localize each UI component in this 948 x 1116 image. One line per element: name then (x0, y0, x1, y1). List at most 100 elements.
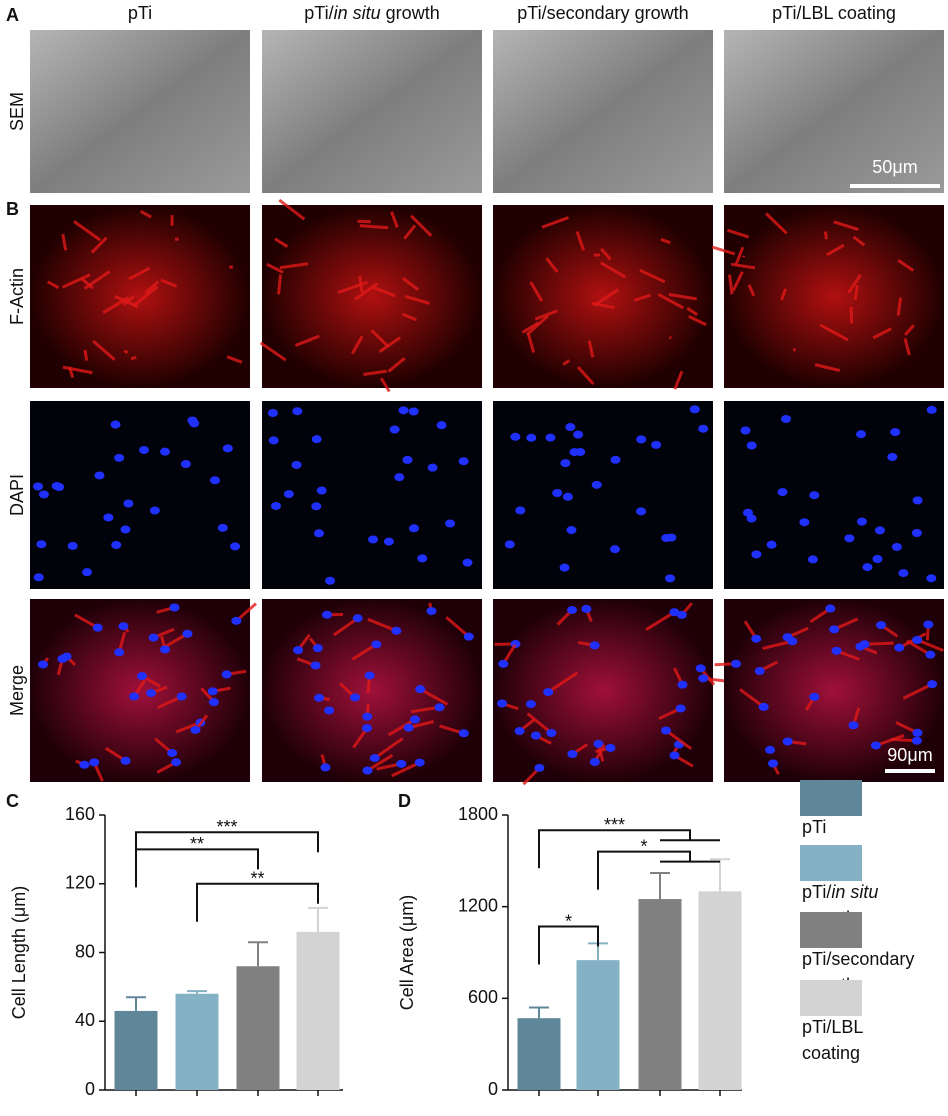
nucleus (669, 608, 680, 617)
nucleus (148, 633, 159, 642)
cell-fiber (547, 671, 579, 694)
nucleus (927, 680, 938, 689)
cell-fiber (160, 278, 178, 288)
nucleus (267, 409, 278, 418)
nucleus (610, 455, 621, 464)
nucleus (217, 523, 228, 532)
nucleus (911, 736, 922, 745)
text-segment: pTi/LBL coating (772, 3, 896, 23)
nucleus (89, 758, 100, 767)
error-bar (126, 996, 146, 1011)
cell-fiber (872, 327, 892, 340)
cell-fiber (128, 266, 151, 281)
cell-fiber (762, 639, 793, 650)
micrograph (30, 205, 250, 388)
nucleus (887, 452, 898, 461)
nucleus (565, 423, 576, 432)
cell-fiber (379, 377, 391, 393)
text-segment: coating (802, 1043, 860, 1063)
cell-fiber (354, 282, 379, 301)
text-segment: pTi/ (802, 882, 831, 902)
cell-fiber (402, 277, 420, 291)
cell-fiber (370, 329, 390, 349)
nucleus (872, 554, 883, 563)
nucleus (874, 526, 885, 535)
row-label: Merge (7, 665, 27, 716)
nucleus (415, 685, 426, 694)
nucleus (283, 490, 294, 499)
error-bar (650, 872, 670, 900)
nucleus (567, 750, 578, 759)
nucleus (33, 573, 44, 582)
nucleus (427, 463, 438, 472)
row-label: DAPI (7, 474, 27, 516)
nucleus (51, 481, 62, 490)
cell-fiber (363, 369, 387, 376)
y-axis-label: Cell Length (μm) (9, 886, 29, 1019)
cell-fiber (266, 262, 284, 274)
nucleus (689, 405, 700, 414)
cell-fiber (730, 262, 756, 270)
y-tick-label: 0 (488, 1079, 498, 1099)
nucleus (546, 729, 557, 738)
text-segment: growth (381, 3, 440, 23)
row-label: F-Actin (7, 268, 27, 325)
nucleus (698, 424, 709, 433)
cell-fiber (747, 284, 756, 297)
nucleus (746, 441, 757, 450)
cell-fiber (277, 274, 283, 295)
micrograph (493, 30, 713, 193)
cell-fiber (575, 231, 586, 251)
nucleus (651, 440, 662, 449)
legend-swatch (800, 980, 862, 1016)
nucleus (114, 453, 125, 462)
legend-swatch (800, 780, 862, 816)
cell-fiber (367, 617, 397, 633)
cell-fiber (62, 365, 93, 375)
nucleus (371, 640, 382, 649)
cell-fiber (576, 366, 595, 386)
nucleus (567, 606, 578, 615)
cell-fiber (639, 268, 666, 284)
cell-fiber (657, 293, 685, 310)
nucleus (758, 702, 769, 711)
significance-label: * (640, 836, 647, 856)
nucleus (912, 728, 923, 737)
nucleus (394, 473, 405, 482)
nucleus (231, 616, 242, 625)
cell-fiber (366, 753, 394, 772)
cell-fiber (62, 273, 91, 289)
cell-fiber (849, 307, 854, 324)
nucleus (311, 502, 322, 511)
cell-fiber (819, 323, 849, 342)
micrograph (724, 30, 944, 193)
nucleus (510, 432, 521, 441)
cell-fiber (47, 280, 60, 290)
nucleus (110, 420, 121, 429)
text-segment: pTi/secondary (802, 949, 914, 969)
nucleus (403, 723, 414, 732)
nucleus (146, 689, 157, 698)
nucleus (589, 758, 600, 767)
cell-fiber (587, 340, 595, 358)
nucleus (364, 671, 375, 680)
nucleus (831, 646, 842, 655)
text-segment: pTi/secondary growth (517, 3, 688, 23)
nucleus (389, 425, 400, 434)
nucleus (396, 759, 407, 768)
nucleus (324, 706, 335, 715)
panel-label: D (398, 791, 411, 811)
cell-fiber (373, 737, 404, 760)
nucleus (751, 634, 762, 643)
cell-fiber (83, 349, 89, 361)
significance-bracket (538, 829, 720, 869)
nucleus (230, 542, 241, 551)
nucleus (559, 563, 570, 572)
column-header: pTi/LBL coating (772, 3, 896, 23)
cell-fiber (525, 314, 550, 336)
y-tick-label: 120 (65, 873, 95, 893)
cell-fiber (131, 285, 159, 308)
nucleus (825, 604, 836, 613)
nucleus (312, 644, 323, 653)
nucleus (111, 541, 122, 550)
